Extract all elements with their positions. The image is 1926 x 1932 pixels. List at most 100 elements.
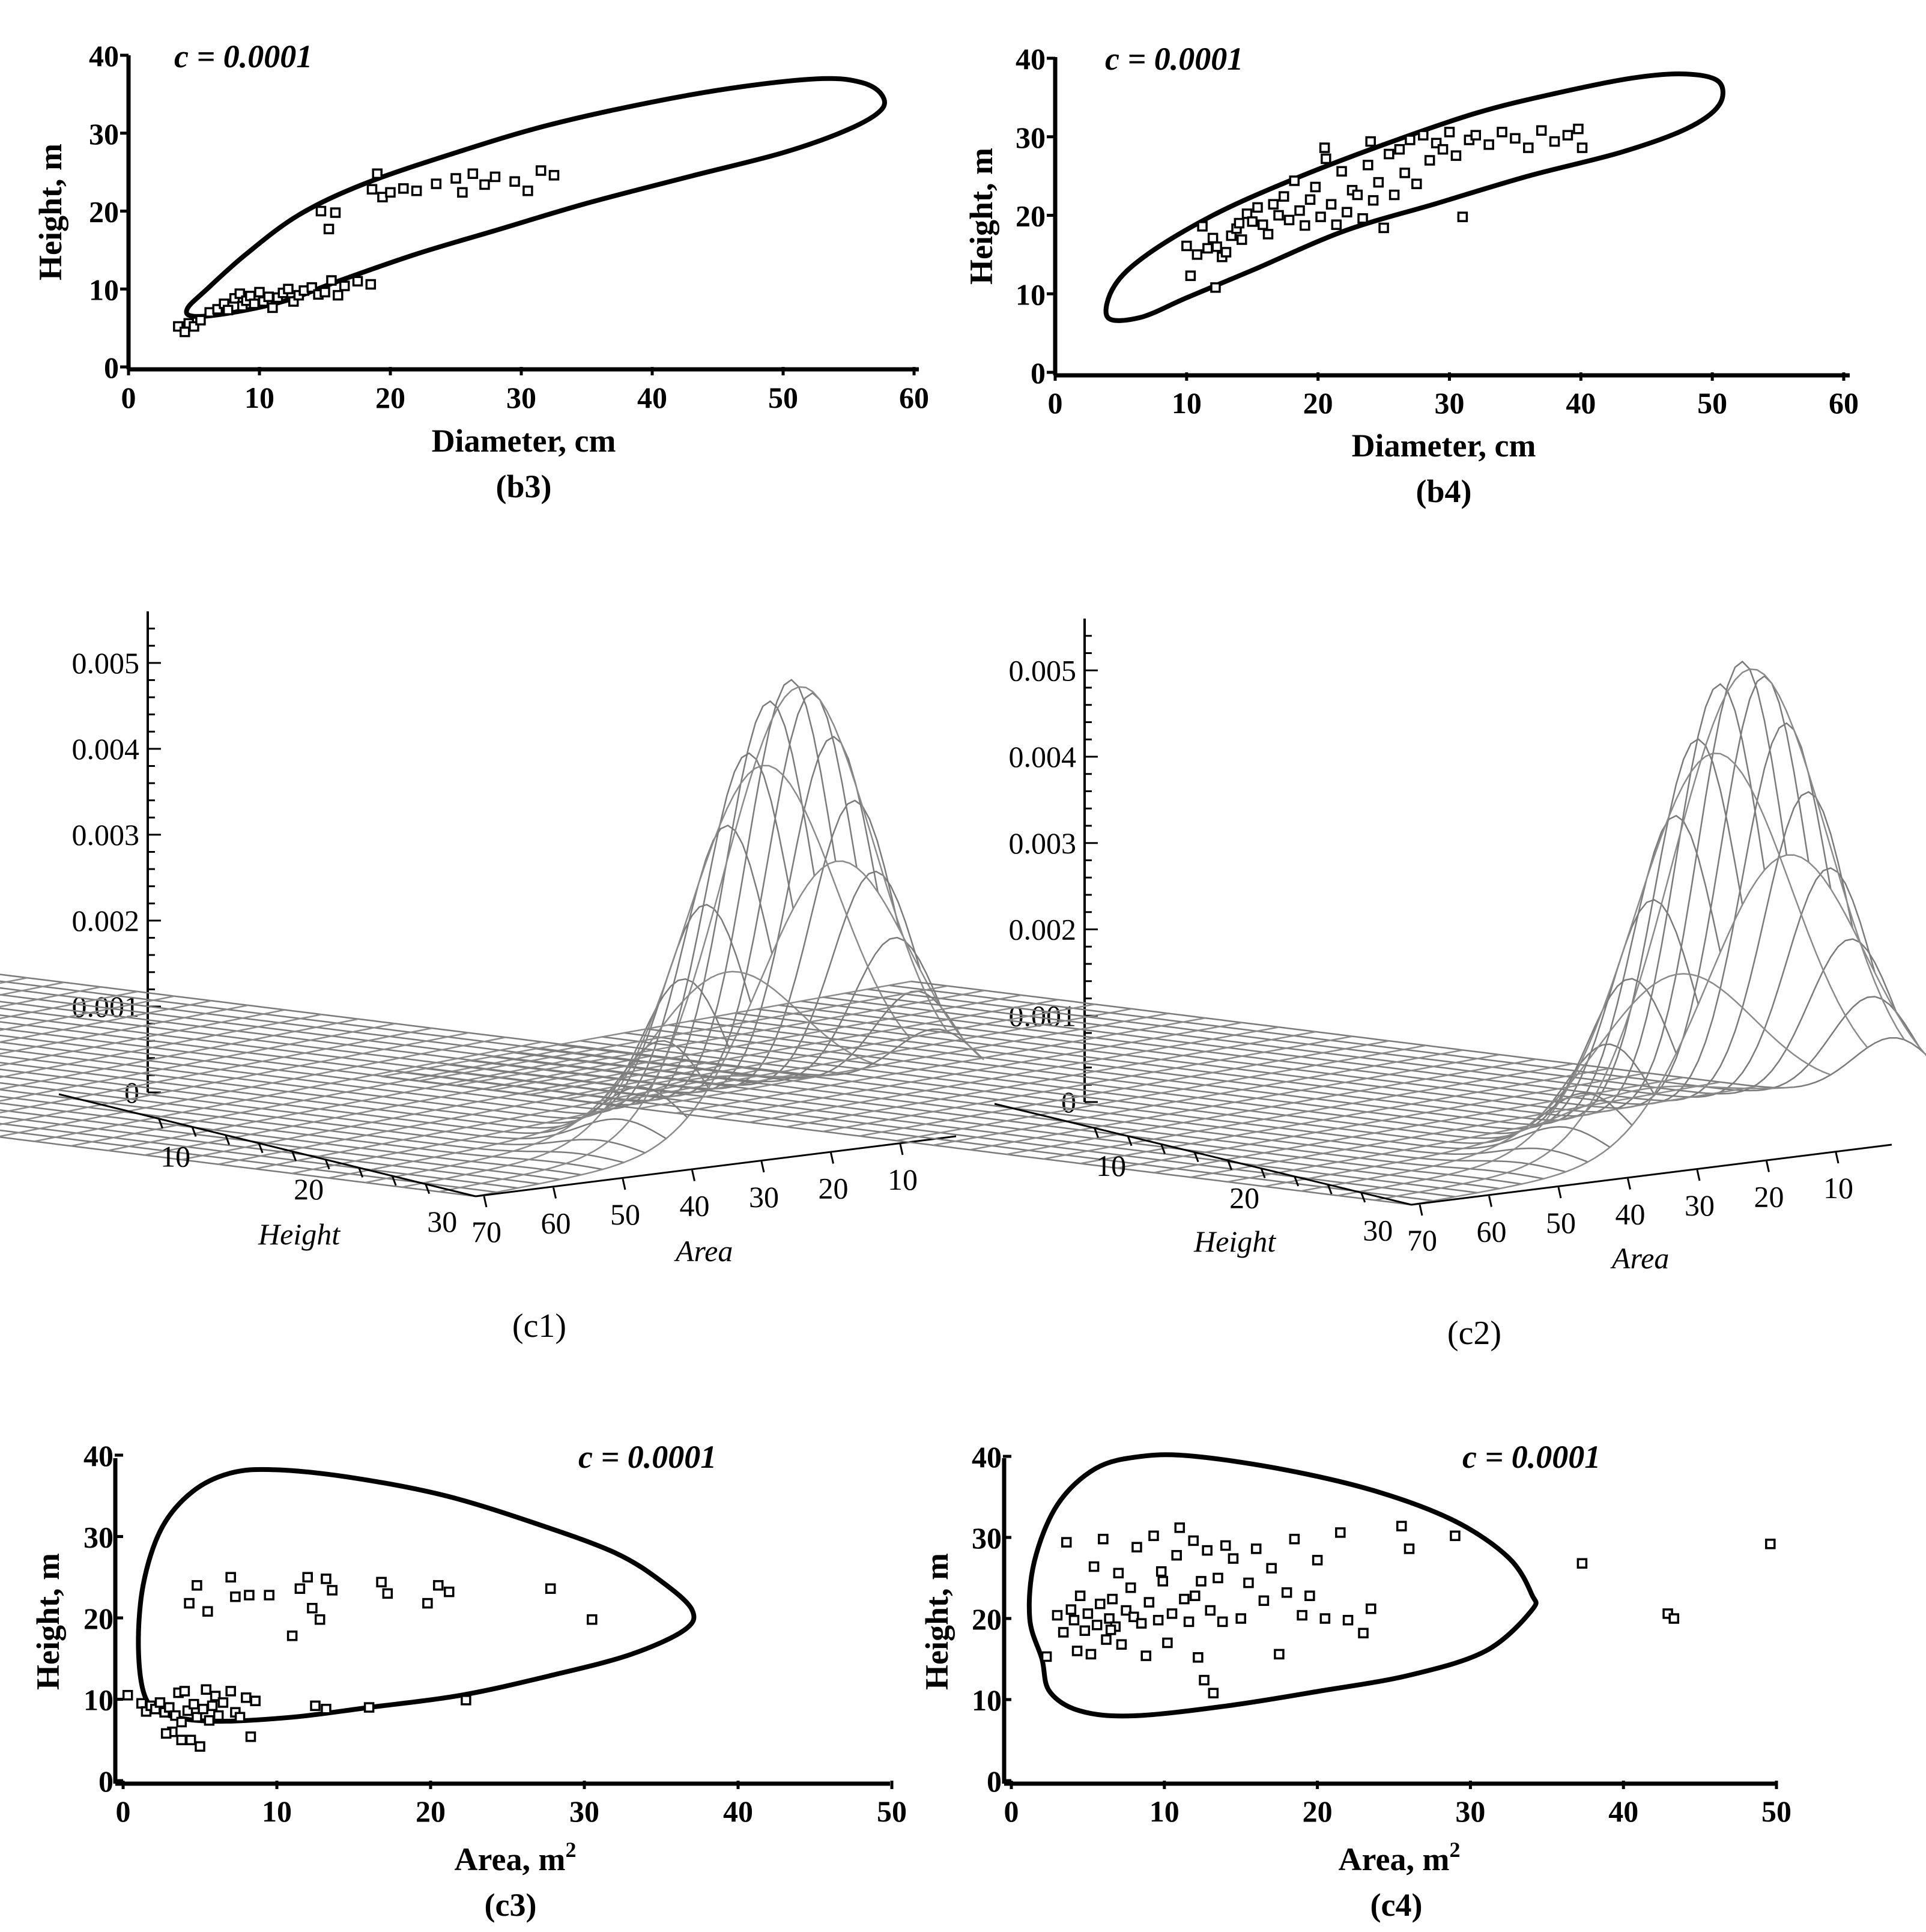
c4-y-axis-label: Height, m: [919, 1553, 955, 1690]
c4-data-point: [1179, 1593, 1190, 1605]
c4-data-point: [1091, 1620, 1103, 1631]
c2-area-tick: [1419, 1204, 1423, 1216]
c1-area-tick-label: 40: [680, 1189, 710, 1223]
b3-data-point: [479, 179, 490, 190]
c1-z-tick-label: 0.003: [72, 818, 140, 852]
b3-y-axis-label: Height, m: [32, 144, 68, 280]
c4-data-point: [1121, 1605, 1131, 1616]
c1-panel-label: (c1): [512, 1307, 566, 1345]
b3-data-point: [179, 326, 190, 338]
c4-data-point: [1765, 1539, 1776, 1549]
c3-data-point: [244, 1590, 255, 1600]
c4-data-point: [1576, 1558, 1588, 1569]
c1-area-tick: [622, 1178, 626, 1190]
c4-data-point: [1074, 1590, 1086, 1601]
c3-annotation: c = 0.0001: [578, 1439, 716, 1475]
c1-area-tick: [553, 1187, 557, 1199]
b4-data-point: [1234, 217, 1245, 229]
c4-data-point: [1190, 1590, 1201, 1601]
b4-x-axis-label: Diameter, cm: [1352, 428, 1536, 464]
c4-data-point: [1335, 1527, 1346, 1538]
b4-y-tick-label: 10: [1016, 277, 1046, 311]
c3-x-tick-label: 0: [116, 1794, 131, 1828]
c3-data-point: [245, 1731, 256, 1742]
b3-data-point: [467, 168, 479, 179]
c4-panel-label: (c4): [1370, 1887, 1423, 1923]
b3-x-tick-label: 30: [506, 381, 536, 414]
c4-data-point: [1404, 1543, 1415, 1554]
c1-area-tick-label: 50: [610, 1198, 640, 1231]
c2-area-tick-label: 60: [1477, 1215, 1507, 1249]
c3-data-point: [217, 1697, 229, 1708]
c3-data-point: [382, 1588, 393, 1599]
c3-data-point: [461, 1695, 471, 1706]
c4-data-point: [1052, 1609, 1063, 1621]
c1-mesh-line: [0, 986, 101, 1008]
panel-b3: 0 10 20 30 40 50 60 0 10 20 30 40 c = 0.0001 Diamet…: [32, 38, 929, 504]
c4-data-point: [1202, 1545, 1213, 1556]
c4-data-point: [1208, 1688, 1219, 1698]
c4-data-point: [1116, 1639, 1127, 1650]
c3-panel-label: (c3): [485, 1887, 537, 1923]
c2-mesh-line: [749, 1026, 1279, 1124]
b4-data-point: [1197, 221, 1208, 232]
b4-data-point: [1437, 144, 1449, 155]
c4-data-point: [1188, 1535, 1199, 1546]
b4-data-point: [1562, 130, 1573, 141]
c4-data-point: [1068, 1614, 1080, 1626]
c4-data-point: [1095, 1598, 1106, 1609]
c1-height-tick-label: 20: [294, 1172, 324, 1206]
c3-x-tick-label: 50: [877, 1794, 907, 1828]
c4-data-point: [1266, 1563, 1277, 1574]
b4-data-point: [1470, 130, 1482, 141]
c4-x-tick-label: 50: [1761, 1794, 1791, 1828]
c2-height-tick: [1160, 1143, 1166, 1154]
c4-data-point: [1358, 1628, 1369, 1639]
c4-data-point: [1085, 1649, 1097, 1660]
c1-mesh-line: [0, 995, 175, 1031]
c4-data-point: [1366, 1603, 1376, 1614]
b4-data-point: [1342, 207, 1352, 218]
b4-data-point: [1236, 234, 1247, 245]
c2-height-tick: [1327, 1184, 1333, 1195]
c3-x-axis-label-sup: 2: [565, 1838, 576, 1862]
b4-data-point: [1202, 243, 1213, 254]
c1-mesh-line: [475, 860, 984, 1198]
c2-panel-label: (c2): [1447, 1315, 1501, 1352]
b4-data-point: [1283, 214, 1295, 226]
b4-data-point: [1279, 191, 1289, 202]
c2-mesh-line: [1337, 753, 1868, 1196]
c1-mesh-line: [0, 1004, 249, 1055]
c3-x-tick-label: 30: [569, 1794, 599, 1828]
c2-mesh-line: [1007, 1058, 1537, 1155]
c4-data-point: [1193, 1652, 1204, 1663]
b3-data-point: [489, 171, 501, 183]
c2-mesh-line: [1154, 1076, 1684, 1173]
c2-mesh-line: [491, 994, 1022, 1091]
c3-data-point: [207, 1700, 218, 1712]
c3-data-point: [210, 1691, 221, 1701]
c1-mesh-line: [365, 971, 874, 1184]
b3-x-tick-label: 10: [244, 381, 274, 414]
c1-area-tick: [691, 1170, 695, 1181]
c3-y-tick-label: 0: [98, 1764, 114, 1798]
c1-mesh-line: [0, 1032, 469, 1125]
c3-data-point: [433, 1580, 444, 1591]
c1-height-tick-label: 30: [427, 1205, 457, 1238]
c2-height-tick: [1260, 1167, 1266, 1179]
c2-mesh-line: [638, 1013, 1169, 1110]
b3-x-tick-label: 0: [121, 381, 136, 414]
c3-data-point: [327, 1585, 338, 1596]
c3-data-point: [192, 1580, 202, 1591]
b3-plot-area: 0 10 20 30 40 50 60 0 10 20 30 40: [89, 39, 929, 414]
b4-data-point: [1294, 205, 1305, 216]
b4-data-point: [1336, 166, 1347, 177]
c2-mesh-line: [859, 1040, 1390, 1137]
c2-area-tick: [1488, 1196, 1492, 1207]
c4-data-point: [1304, 1590, 1315, 1601]
b4-data-point: [1363, 160, 1373, 171]
c3-data-point: [164, 1702, 175, 1713]
c4-data-point: [1041, 1651, 1052, 1662]
b4-data-point: [1192, 249, 1203, 260]
c2-height-tick: [1227, 1160, 1233, 1170]
